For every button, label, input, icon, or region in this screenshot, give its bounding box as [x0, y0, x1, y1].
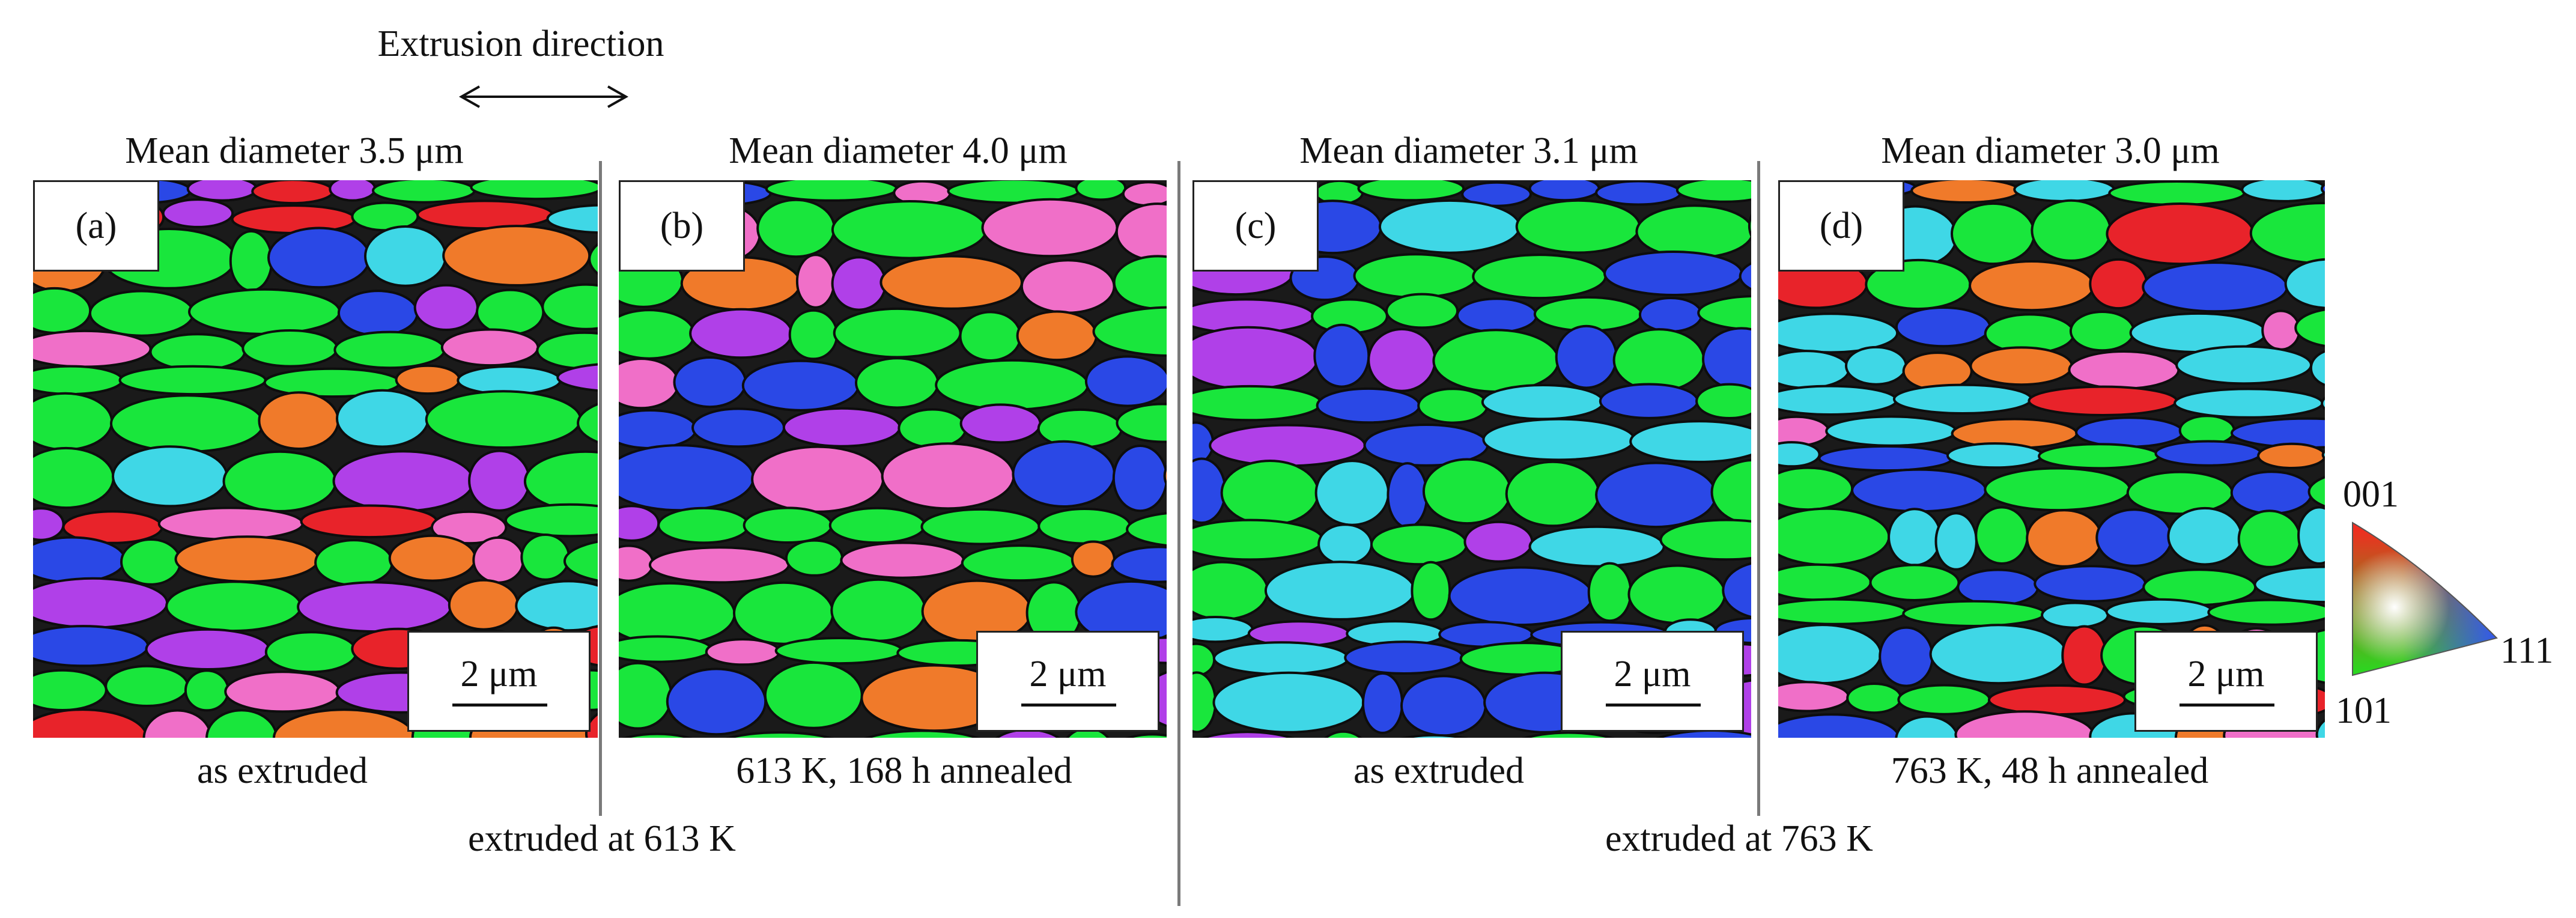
- group-label-613: extruded at 613 K: [468, 818, 736, 859]
- ebsd-map-b: (b) 2 μm: [619, 180, 1167, 738]
- scale-bar-d: 2 μm: [2134, 631, 2318, 732]
- scale-bar-c: 2 μm: [1561, 631, 1744, 732]
- scale-line-d: [2180, 704, 2274, 707]
- extrusion-direction-label: Extrusion direction: [377, 23, 664, 64]
- scale-text-c: 2 μm: [1614, 654, 1691, 695]
- ebsd-map-c: (c) 2 μm: [1192, 180, 1751, 738]
- panel-b-caption: 613 K, 168 h annealed: [736, 750, 1072, 791]
- panel-d-caption: 763 K, 48 h annealed: [1891, 750, 2209, 791]
- ebsd-map-d: (d) 2 μm: [1778, 180, 2325, 738]
- ebsd-map-a: (a) 2 μm: [33, 180, 598, 738]
- panel-d-mean-diameter: Mean diameter 3.0 μm: [1881, 130, 2220, 171]
- separator-center: [1177, 161, 1180, 906]
- scale-line-b: [1021, 704, 1116, 707]
- scale-text-b: 2 μm: [1029, 654, 1107, 695]
- scale-line-c: [1606, 704, 1701, 707]
- panel-letter-a: (a): [33, 180, 159, 272]
- scale-bar-a: 2 μm: [407, 631, 591, 732]
- panel-b-mean-diameter: Mean diameter 4.0 μm: [729, 130, 1068, 171]
- ipf-color-triangle: [2352, 521, 2498, 676]
- legend-label-001: 001: [2343, 474, 2399, 515]
- panel-c-mean-diameter: Mean diameter 3.1 μm: [1299, 130, 1638, 171]
- panel-letter-c: (c): [1192, 180, 1319, 272]
- panel-a-mean-diameter: Mean diameter 3.5 μm: [125, 130, 464, 171]
- scale-text-a: 2 μm: [460, 654, 538, 695]
- separator-cd: [1757, 161, 1760, 816]
- separator-ab: [599, 161, 602, 816]
- scale-line-a: [452, 704, 547, 707]
- panel-a-caption: as extruded: [196, 750, 368, 791]
- legend-label-101: 101: [2336, 690, 2392, 731]
- panel-c-caption: as extruded: [1353, 750, 1525, 791]
- group-label-763: extruded at 763 K: [1605, 818, 1873, 859]
- panel-letter-b: (b): [619, 180, 745, 272]
- double-arrow-icon: [458, 85, 629, 108]
- legend-label-111: 111: [2500, 630, 2554, 671]
- scale-bar-b: 2 μm: [976, 631, 1159, 732]
- scale-text-d: 2 μm: [2187, 654, 2265, 695]
- panel-letter-d: (d): [1778, 180, 1904, 272]
